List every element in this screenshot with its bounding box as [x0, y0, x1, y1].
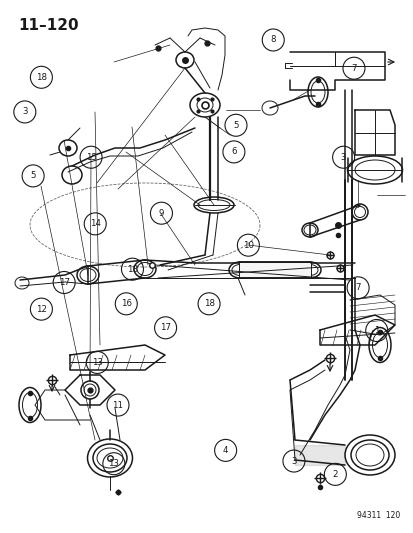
Text: 8: 8 — [270, 36, 275, 44]
Text: 16: 16 — [121, 300, 131, 308]
Ellipse shape — [355, 444, 383, 466]
Ellipse shape — [197, 98, 212, 112]
Ellipse shape — [351, 204, 367, 220]
Ellipse shape — [77, 266, 99, 284]
Ellipse shape — [368, 327, 390, 362]
Text: 3: 3 — [22, 108, 28, 116]
Text: 2: 2 — [332, 470, 337, 479]
Ellipse shape — [134, 260, 156, 278]
Text: 6: 6 — [230, 148, 236, 156]
Text: 3: 3 — [290, 457, 296, 465]
Ellipse shape — [84, 384, 96, 396]
Text: 9: 9 — [159, 209, 164, 217]
Ellipse shape — [298, 262, 320, 278]
Ellipse shape — [19, 387, 41, 423]
Ellipse shape — [228, 262, 250, 278]
Ellipse shape — [194, 197, 233, 213]
Text: 15: 15 — [85, 153, 96, 161]
Text: 10: 10 — [242, 241, 253, 249]
Text: 13: 13 — [108, 459, 119, 468]
Text: 5: 5 — [30, 172, 36, 180]
Text: 11–120: 11–120 — [18, 18, 78, 33]
Text: 3: 3 — [340, 153, 346, 161]
Ellipse shape — [347, 156, 401, 184]
Ellipse shape — [93, 444, 127, 472]
Text: 13: 13 — [92, 358, 102, 367]
Text: 17: 17 — [160, 324, 171, 332]
Text: 12: 12 — [36, 305, 47, 313]
Text: 5: 5 — [233, 121, 238, 130]
Text: 7: 7 — [350, 64, 356, 72]
Text: 7: 7 — [354, 284, 360, 292]
Text: 94311  120: 94311 120 — [356, 511, 399, 520]
Ellipse shape — [301, 223, 317, 237]
Ellipse shape — [307, 77, 327, 107]
Text: 4: 4 — [222, 446, 228, 455]
Text: 18: 18 — [203, 300, 214, 308]
Text: 18: 18 — [36, 73, 47, 82]
Bar — [238, 262, 310, 278]
Text: 18: 18 — [127, 265, 138, 273]
Text: 1: 1 — [373, 326, 379, 335]
Text: 14: 14 — [90, 220, 100, 228]
Text: 17: 17 — [59, 278, 69, 287]
Ellipse shape — [344, 435, 394, 475]
Text: 11: 11 — [112, 401, 123, 409]
